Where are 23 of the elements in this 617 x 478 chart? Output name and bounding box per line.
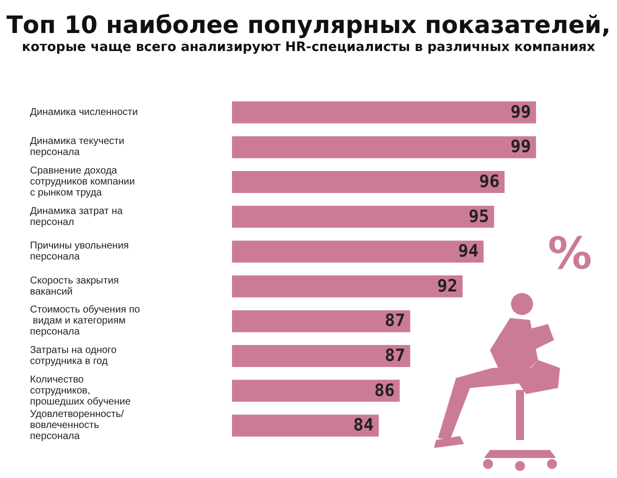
data-label: 92 [437,276,458,296]
y-tick-label: Сравнение дохода сотрудников компании с рынком труда [30,166,138,198]
y-tick-label: Динамика текучести персонала [30,136,128,158]
data-label: 95 [468,206,490,227]
y-tick-label: Скорость закрытия вакансий [30,275,122,298]
y-tick-label: Стоимость обучения по видам и категориям персонала [30,304,140,338]
y-tick-label: Удовлетворенность/ вовлеченность персонала [30,409,127,442]
data-label: 99 [510,137,532,158]
data-label: 87 [384,311,406,332]
y-tick-label: Динамика численности [30,106,138,118]
data-label: 94 [458,242,479,262]
chart-title: Топ 10 наиболее популярных показателей, [6,11,611,39]
data-label: 99 [510,102,532,122]
y-tick-label: Причины увольнения персонала [30,240,132,263]
y-tick-label: Динамика затрат на персонал [30,206,126,228]
y-tick-label: Затраты на одного сотрудника в год [30,345,120,367]
data-label: 96 [479,172,500,192]
y-tick-label: Количество сотрудников, прошедших обучение [30,374,132,408]
data-label: 86 [374,380,395,401]
annotation: % [548,228,592,280]
data-label: 87 [384,346,406,366]
chart-subtitle: которые чаще всего анализируют HR-специалисты в различных компаниях [22,40,596,55]
data-label: 84 [353,416,374,436]
